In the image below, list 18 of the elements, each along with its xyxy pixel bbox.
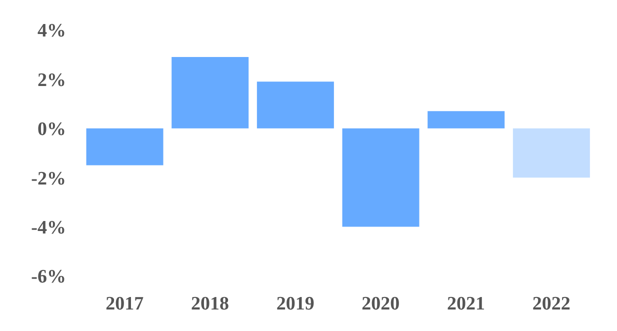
y-tick-label: 4% xyxy=(38,20,66,42)
bar xyxy=(172,57,249,128)
bar xyxy=(86,128,164,166)
y-tick-label: 0% xyxy=(38,119,66,140)
x-tick-label: 2021 xyxy=(447,293,485,314)
bar xyxy=(342,128,420,227)
x-tick-label: 2018 xyxy=(191,293,229,314)
x-tick-label: 2020 xyxy=(362,293,400,314)
y-tick-label: -4% xyxy=(31,218,66,239)
bar xyxy=(428,111,505,128)
x-tick-label: 2019 xyxy=(276,293,314,314)
x-tick-label: 2022 xyxy=(532,293,570,314)
bar xyxy=(512,128,590,178)
y-tick-label: 2% xyxy=(38,70,66,91)
y-tick-label: -6% xyxy=(31,266,66,288)
y-tick-label: -2% xyxy=(31,168,66,190)
x-tick-label: 2017 xyxy=(106,293,144,314)
bar xyxy=(256,82,334,128)
